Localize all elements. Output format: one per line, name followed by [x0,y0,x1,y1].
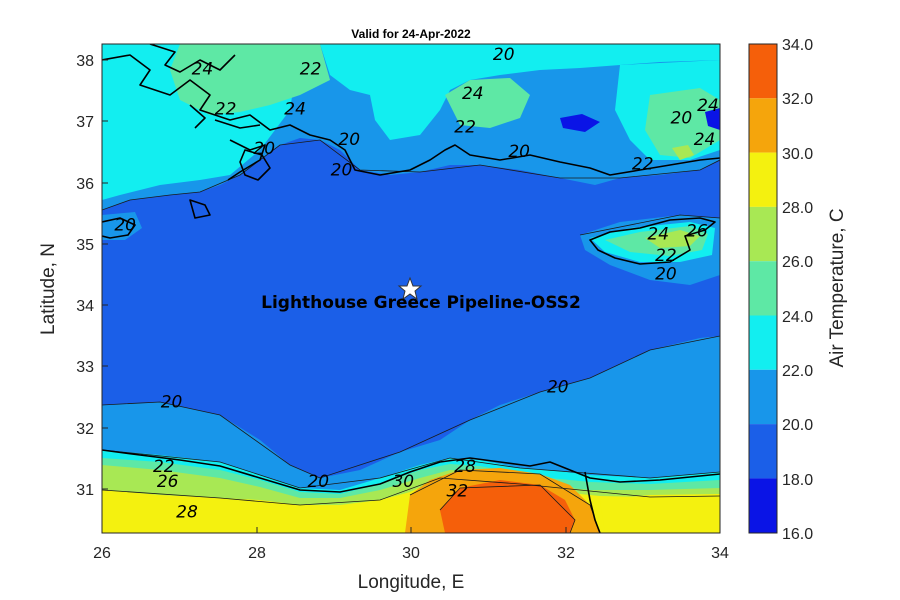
contour-label: 20 [671,108,693,128]
contour-label: 24 [284,99,306,119]
colorbar-segment [749,98,777,153]
band-32-34-delta [440,480,575,533]
contour-label: 24 [192,60,214,80]
contour-label: 22 [655,246,677,266]
colorbar-tick: 16.0 [782,526,813,543]
contour-label: 20 [161,393,183,413]
contour-label: 22 [300,60,322,80]
coastline-north-africa [102,449,720,493]
contour-20-north [102,139,720,211]
contour-label: 22 [632,154,654,174]
band-24-26-east [645,88,720,158]
x-tick: 32 [557,545,575,562]
coastline-anatolia [102,54,720,176]
colorbar: 34.0 32.0 30.0 28.0 26.0 24.0 22.0 20.0 … [748,37,848,543]
colorbar-segment [749,152,777,207]
contour-28-south [102,477,720,506]
contour-label: 26 [157,472,179,492]
contour-label: 24 [462,84,484,104]
contour-label: 20 [493,45,515,65]
x-tick: 34 [711,545,729,562]
contour-32-delta [439,484,576,533]
temperature-map [102,44,720,533]
coastline-rhodes [239,149,271,181]
colorbar-segment [749,424,777,479]
colorbar-segment [749,369,777,425]
coastline-suez [584,471,601,533]
colorbar-label: Air Temperature, C [827,208,848,367]
coastline-aegean-islands [149,44,266,181]
x-tick: 28 [248,545,266,562]
y-axis: 38 37 36 35 34 33 32 31 Latitude, N [38,53,108,499]
contour-label: 20 [338,130,360,150]
x-axis: 26 28 30 32 34 Longitude, E [93,527,729,593]
colorbar-segment [749,206,777,262]
x-tick: 26 [93,545,111,562]
colorbar-tick: 26.0 [782,254,813,271]
band-24-26-anatolia [445,78,530,128]
contour-label: 20 [307,472,329,492]
y-tick: 37 [76,114,94,131]
contour-label: 24 [694,130,716,150]
contour-label: 24 [647,225,669,245]
contour-label: 22 [153,457,175,477]
colorbar-segment [749,44,777,99]
y-axis-label: Latitude, N [38,243,59,335]
colorbar-tick: 20.0 [782,417,813,434]
figure-title: Valid for 24-Apr-2022 [351,27,471,41]
contour-label: 20 [655,264,677,284]
band-28-30-east-south [600,494,720,533]
contour-label: 20 [547,377,569,397]
colorbar-tick: 28.0 [782,200,813,217]
x-axis-label: Longitude, E [358,572,465,593]
contour-label: 22 [215,99,237,119]
colorbar-tick: 34.0 [782,37,813,54]
contour-label: 20 [253,139,275,159]
colorbar-tick: 32.0 [782,91,813,108]
contour-label: 30 [392,472,414,492]
y-tick: 35 [76,237,94,254]
station-label: Lighthouse Greece Pipeline-OSS2 [261,293,581,313]
y-tick: 36 [76,176,94,193]
contour-label: 24 [697,96,719,116]
contour-cyprus [579,214,720,236]
band-26-28-east-spot [672,145,694,160]
x-tick: 30 [402,545,420,562]
colorbar-segment [749,315,777,370]
colorbar-segment [749,261,777,316]
band-22-24-north [102,44,720,140]
colorbar-tick: 30.0 [782,146,813,163]
contour-label: 20 [331,160,353,180]
star-icon [397,276,423,301]
band-24-26-aegean [170,44,330,115]
coastline-karpathos [189,199,211,219]
contour-label: 26 [686,222,708,242]
band-16-18-spot-a [560,114,600,132]
colorbar-tick: 24.0 [782,309,813,326]
colorbar-tick: 22.0 [782,363,813,380]
y-tick: 32 [76,421,94,438]
y-tick: 33 [76,359,94,376]
y-tick: 31 [76,482,94,499]
contour-label: 20 [508,142,530,162]
band-26-28-cyprus [645,230,700,248]
contour-label: 32 [447,481,469,501]
contour-label: 20 [114,215,136,235]
y-tick: 38 [76,53,94,70]
y-tick: 34 [76,298,94,315]
contour-20-south [102,335,720,479]
band-16-18-spot-b [705,108,720,130]
contour-label: 22 [454,118,476,138]
contour-label: 28 [454,457,476,477]
coastline-crete [102,217,136,239]
colorbar-tick: 18.0 [782,472,813,489]
colorbar-frame [748,43,778,534]
colorbar-segment [749,478,777,533]
coastline-cyprus [589,217,716,265]
contour-22-south [102,449,720,489]
contour-label: 28 [176,503,198,523]
station: Lighthouse Greece Pipeline-OSS2 [261,276,581,313]
